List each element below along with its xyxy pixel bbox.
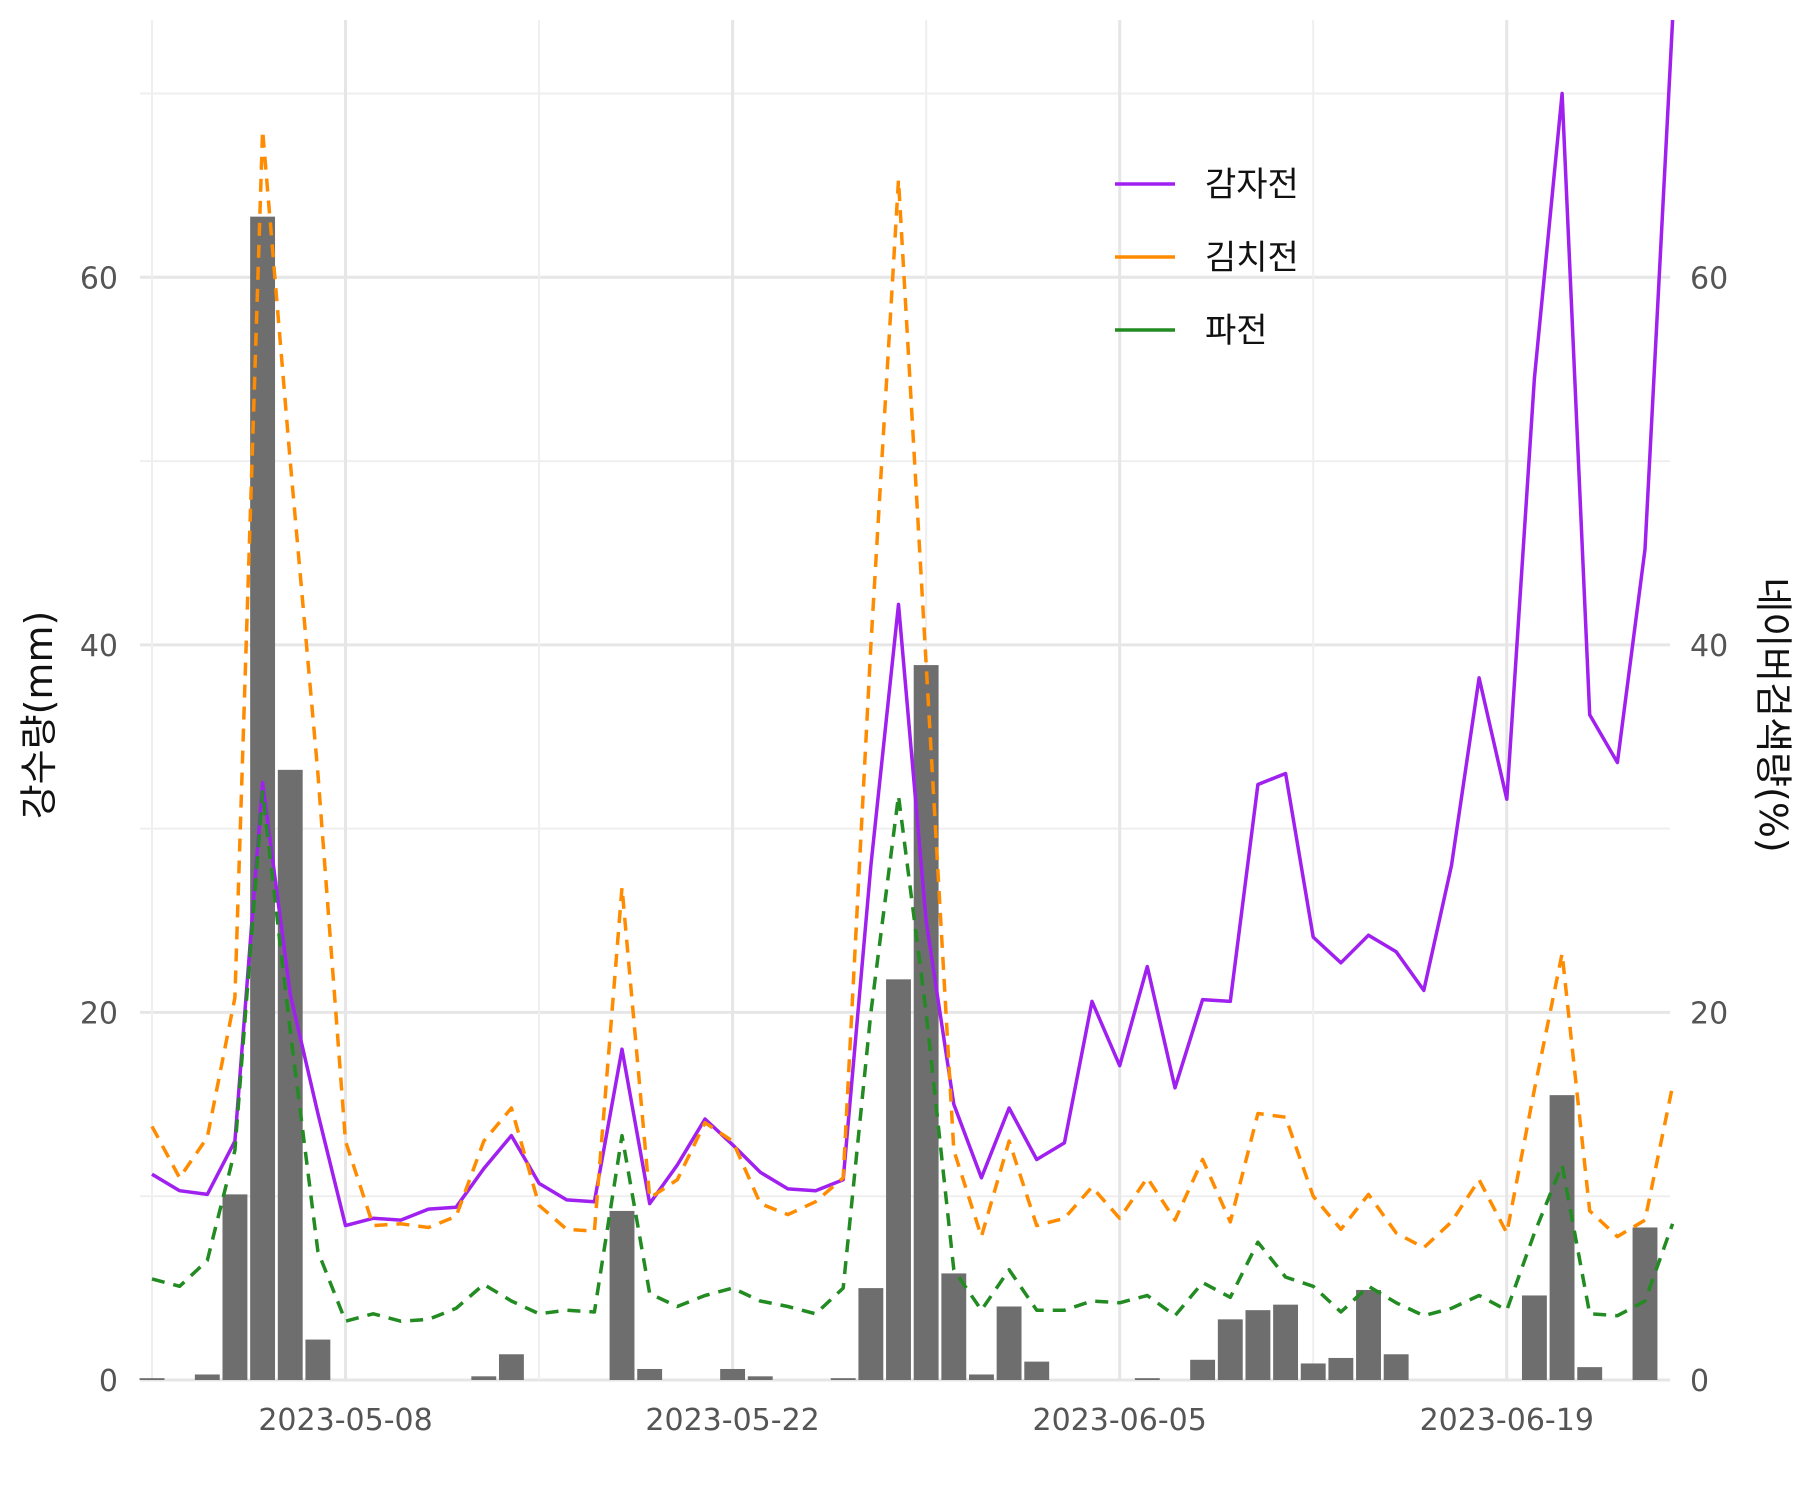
precipitation-bar [1549, 1095, 1575, 1380]
precipitation-bar [222, 1194, 248, 1380]
precipitation-bar [498, 1354, 524, 1380]
left-y-axis: 0 20 40 60 [80, 261, 118, 1399]
right-y-tick-label: 20 [1690, 996, 1728, 1031]
left-y-tick-label: 60 [80, 261, 118, 296]
legend-label-김치전: 김치전 [1205, 238, 1299, 278]
legend-label-파전: 파전 [1205, 311, 1268, 351]
series-line-파전 [151, 790, 1675, 1323]
right-y-axis: 0 20 40 60 [1690, 261, 1728, 1399]
precipitation-bar [139, 1378, 165, 1380]
left-y-tick-label: 40 [80, 629, 118, 664]
precipitation-bar [747, 1376, 773, 1380]
right-y-tick-label: 60 [1690, 261, 1728, 296]
precipitation-bar [609, 1210, 635, 1380]
precipitation-bar [1383, 1354, 1409, 1380]
right-y-tick-label: 0 [1690, 1364, 1709, 1399]
x-tick-label: 2023-05-08 [258, 1403, 432, 1438]
precipitation-bar [277, 769, 303, 1380]
series-line-김치전 [150, 128, 1675, 1250]
x-tick-label: 2023-06-19 [1420, 1403, 1594, 1438]
precipitation-bar [1577, 1367, 1603, 1380]
x-tick-label: 2023-06-05 [1033, 1403, 1207, 1438]
x-axis: 2023-05-08 2023-05-22 2023-06-05 2023-06-19 [258, 1403, 1594, 1438]
precipitation-bars [139, 216, 1658, 1380]
precipitation-bar [305, 1339, 331, 1380]
right-y-tick-label: 40 [1690, 629, 1728, 664]
precipitation-bar [1521, 1295, 1547, 1380]
precipitation-bar [1024, 1361, 1050, 1380]
search-lines [150, 19, 1675, 1323]
precipitation-bar [1245, 1310, 1271, 1380]
left-y-axis-title: 강수량(mm) [17, 611, 61, 820]
legend: 감자전 김치전 파전 [1115, 165, 1299, 351]
precipitation-bar [1356, 1289, 1381, 1380]
precipitation-bar [886, 979, 911, 1380]
precipitation-bar [471, 1376, 497, 1380]
precipitation-bar [1134, 1378, 1160, 1380]
precipitation-bar [720, 1368, 746, 1380]
precipitation-bar [194, 1374, 220, 1380]
precipitation-bar [1190, 1359, 1216, 1380]
left-y-tick-label: 20 [80, 996, 118, 1031]
precipitation-bar [996, 1306, 1022, 1380]
precipitation-bar [1300, 1363, 1326, 1380]
precipitation-bar [941, 1273, 967, 1380]
right-y-axis-title: 네이버검색량(%) [1751, 577, 1795, 853]
precipitation-bar [969, 1374, 994, 1380]
precipitation-bar [858, 1288, 884, 1380]
precipitation-bar [1328, 1357, 1354, 1380]
legend-label-감자전: 감자전 [1205, 165, 1299, 205]
precipitation-bar [830, 1378, 856, 1380]
precipitation-bar [1217, 1319, 1243, 1380]
precipitation-bar [1273, 1304, 1299, 1380]
x-tick-label: 2023-05-22 [645, 1403, 819, 1438]
series-line-감자전 [151, 19, 1675, 1228]
left-y-tick-label: 0 [99, 1364, 118, 1399]
precipitation-bar [637, 1368, 663, 1380]
